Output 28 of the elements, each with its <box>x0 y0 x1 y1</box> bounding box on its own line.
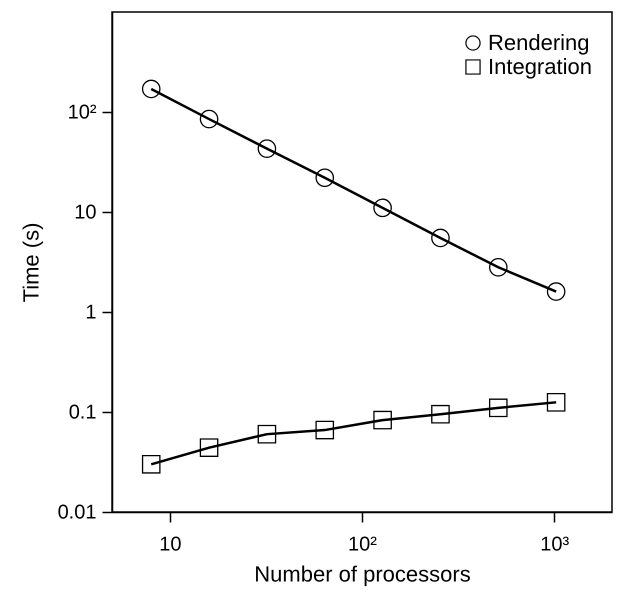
legend-label: Rendering <box>488 30 590 55</box>
y-tick-label: 0.1 <box>68 402 96 424</box>
x-tick-label: 10² <box>348 534 378 556</box>
x-tick-label: 10 <box>159 534 182 556</box>
x-tick-label: 10³ <box>540 534 570 556</box>
point <box>315 168 334 188</box>
y-tick-label: 10² <box>68 102 97 124</box>
point <box>546 282 566 301</box>
point <box>431 228 450 248</box>
y-tick-label: 10 <box>74 202 96 224</box>
y-axis-title: Time (s) <box>18 222 44 302</box>
x-axis-title: Number of processors <box>254 562 471 586</box>
point <box>258 139 276 158</box>
legend-label: Integration <box>488 54 592 79</box>
point <box>373 198 392 218</box>
y-tick-label: 1 <box>85 302 96 324</box>
point <box>142 454 161 474</box>
point <box>258 424 276 444</box>
point <box>200 110 218 128</box>
point <box>488 258 508 277</box>
point <box>546 393 566 412</box>
point <box>373 410 392 430</box>
point <box>315 420 334 440</box>
point <box>431 404 450 424</box>
y-tick-label: 0.01 <box>58 502 96 524</box>
point <box>142 80 161 98</box>
point <box>200 438 218 457</box>
point <box>488 398 508 418</box>
